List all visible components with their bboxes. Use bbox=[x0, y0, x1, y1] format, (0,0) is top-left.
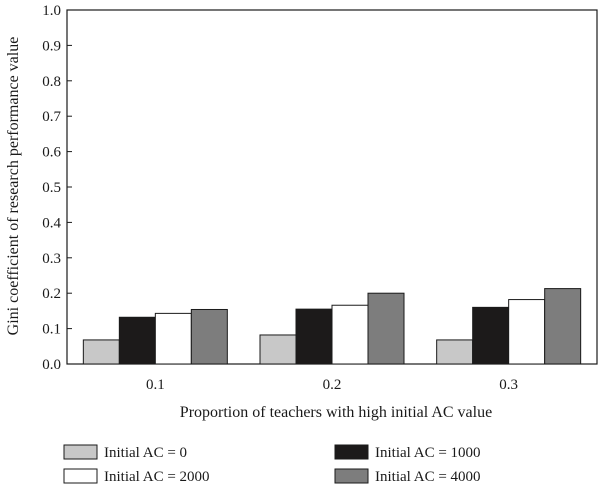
legend-label: Initial AC = 4000 bbox=[375, 469, 481, 485]
y-tick-label: 0.6 bbox=[42, 145, 61, 161]
y-tick-label: 0.5 bbox=[42, 180, 61, 196]
bar bbox=[82, 339, 120, 365]
legend-label: Initial AC = 2000 bbox=[104, 469, 210, 485]
y-tick-label: 0.4 bbox=[42, 215, 61, 231]
y-axis-label: Gini coefficient of research performance… bbox=[5, 37, 22, 336]
y-tick-label: 0.8 bbox=[42, 74, 61, 90]
bar bbox=[118, 316, 156, 365]
bar bbox=[544, 288, 582, 365]
bar bbox=[259, 334, 297, 365]
legend: Initial AC = 0 Initial AC = 1000 Initial A… bbox=[63, 444, 481, 485]
y-tick-label: 0.3 bbox=[42, 251, 61, 267]
legend-swatch bbox=[334, 468, 369, 484]
bars bbox=[82, 288, 582, 365]
x-axis-ticks: 0.1 0.2 0.3 bbox=[146, 359, 518, 393]
bar bbox=[472, 306, 510, 365]
bar bbox=[154, 312, 192, 365]
x-tick-label: 0.3 bbox=[499, 377, 518, 393]
bar bbox=[331, 304, 369, 365]
legend-swatch bbox=[63, 444, 98, 460]
x-tick-label: 0.1 bbox=[146, 377, 165, 393]
bar bbox=[367, 292, 405, 365]
y-tick-label: 0.1 bbox=[42, 322, 61, 338]
x-tick-label: 0.2 bbox=[323, 377, 342, 393]
y-tick-label: 0.9 bbox=[42, 38, 61, 54]
legend-label: Initial AC = 0 bbox=[104, 445, 187, 461]
bar bbox=[508, 299, 546, 365]
x-axis-label: Proportion of teachers with high initial… bbox=[180, 404, 492, 421]
legend-swatch bbox=[334, 444, 369, 460]
y-tick-label: 0.7 bbox=[42, 109, 61, 125]
legend-swatch bbox=[63, 468, 98, 484]
y-axis-ticks: 0.0 0.1 0.2 0.3 0.4 0.5 0.6 0.7 0.8 0.9 1.0 bbox=[42, 3, 72, 373]
bar bbox=[295, 308, 333, 365]
y-tick-label: 1.0 bbox=[42, 3, 61, 19]
bar bbox=[436, 339, 474, 365]
bar bbox=[190, 308, 228, 365]
y-tick-label: 0.0 bbox=[42, 357, 61, 373]
y-tick-label: 0.2 bbox=[42, 286, 61, 302]
legend-label: Initial AC = 1000 bbox=[375, 445, 481, 461]
